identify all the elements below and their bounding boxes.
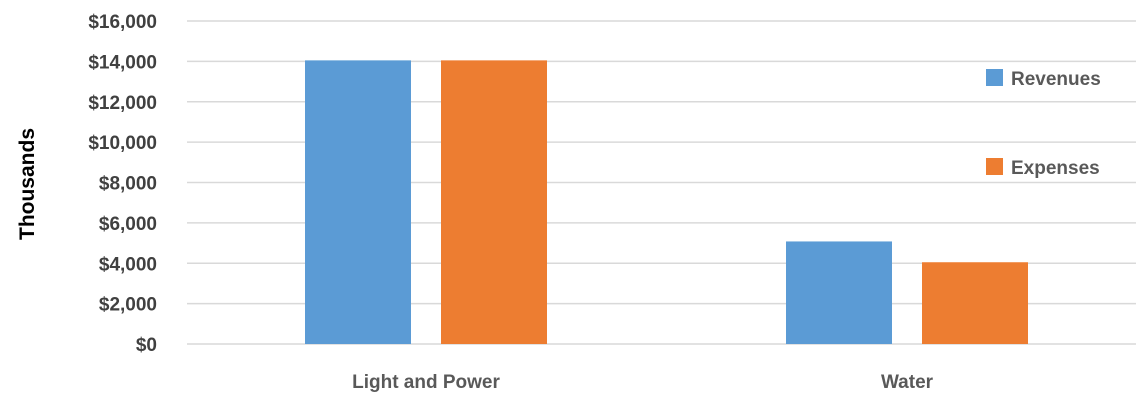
category-label: Water — [881, 372, 934, 393]
category-labels: Light and Power Water — [352, 372, 934, 393]
y-tick-label: $16,000 — [88, 12, 157, 33]
legend-label: Expenses — [1011, 158, 1100, 179]
bars — [305, 60, 1028, 344]
bar-expenses-0 — [441, 60, 547, 344]
legend-swatch — [986, 69, 1003, 86]
y-tick-labels: $0 $2,000 $4,000 $6,000 $8,000 $10,000 $12,000… — [88, 12, 157, 356]
y-tick-label: $4,000 — [99, 254, 157, 275]
legend: Revenues Expenses — [986, 69, 1101, 179]
bar-revenues-0 — [305, 60, 411, 344]
y-tick-label: $6,000 — [99, 214, 157, 235]
y-tick-label: $0 — [136, 335, 157, 356]
y-axis-label: Thousands — [16, 128, 39, 240]
bar-expenses-1 — [922, 262, 1028, 344]
legend-label: Revenues — [1011, 69, 1101, 90]
bar-revenues-1 — [786, 241, 892, 344]
legend-swatch — [986, 158, 1003, 175]
y-tick-label: $8,000 — [99, 174, 157, 195]
y-tick-label: $14,000 — [88, 52, 157, 73]
y-tick-label: $10,000 — [88, 133, 157, 154]
y-tick-label: $2,000 — [99, 295, 157, 316]
category-label: Light and Power — [352, 372, 500, 393]
y-tick-label: $12,000 — [88, 93, 157, 114]
